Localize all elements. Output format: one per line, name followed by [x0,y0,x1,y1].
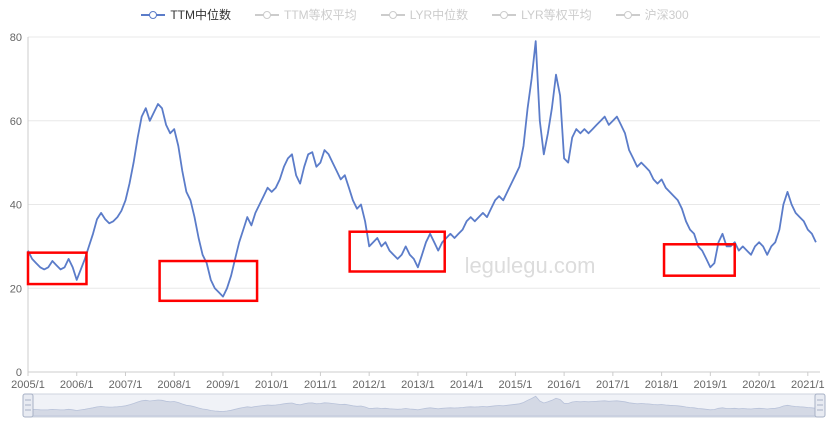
line-circle-icon [141,10,166,19]
line-circle-icon [615,10,640,19]
series-line-ttm-median[interactable] [27,40,817,298]
legend-item-csi300[interactable]: 沪深300 [615,6,689,23]
x-axis-tick-label: 2021/1 [791,379,825,391]
x-axis-tick-label: 2020/1 [742,379,776,391]
x-axis-tick-label: 2019/1 [694,379,728,391]
x-axis-tick-label: 2018/1 [645,379,679,391]
legend-item-ttm-median[interactable]: TTM中位数 [141,6,231,23]
legend-item-label: LYR等权平均 [521,8,592,22]
line-circle-icon [255,10,280,19]
watermark: legulegu.com [465,253,596,278]
x-axis-tick-label: 2009/1 [206,379,240,391]
legend-item-label: 沪深300 [644,8,689,22]
x-axis-tick-label: 2010/1 [255,379,289,391]
legend: TTM中位数 TTM等权平均 LYR中位数 LYR等权平均 沪深300 [0,6,830,23]
x-axis-tick-label: 2015/1 [499,379,533,391]
highlight-box [348,230,446,273]
plot-area[interactable] [28,37,820,372]
x-axis-tick-label: 2017/1 [596,379,630,391]
y-axis-tick-label: 60 [10,116,22,128]
x-axis-tick-label: 2013/1 [401,379,435,391]
legend-item-label: TTM等权平均 [284,8,357,22]
x-axis-tick-label: 2007/1 [109,379,143,391]
legend-item-label: LYR中位数 [409,8,469,22]
x-axis-tick-label: 2006/1 [60,379,94,391]
x-axis-tick-label: 2008/1 [157,379,191,391]
datazoom-data-shadow [27,395,817,417]
x-axis-tick-label: 2014/1 [450,379,484,391]
y-axis-tick-label: 40 [10,200,22,212]
y-axis-tick-label: 80 [10,32,22,44]
y-axis-tick-label: 20 [10,283,22,295]
highlight-box [662,243,736,277]
x-axis-tick-label: 2016/1 [547,379,581,391]
highlight-box [26,251,88,286]
x-axis-tick-label: 2005/1 [11,379,45,391]
x-axis-tick-label: 2011/1 [304,379,337,391]
legend-item-lyr-equal-weight[interactable]: LYR等权平均 [492,6,592,23]
legend-item-label: TTM中位数 [170,8,232,22]
line-circle-icon [492,10,517,19]
legend-item-lyr-median[interactable]: LYR中位数 [380,6,469,23]
y-axis-tick-label: 0 [16,367,22,379]
legend-item-ttm-equal-weight[interactable]: TTM等权平均 [255,6,357,23]
highlight-box [158,259,259,303]
x-axis-tick-label: 2012/1 [352,379,386,391]
line-circle-icon [380,10,405,19]
